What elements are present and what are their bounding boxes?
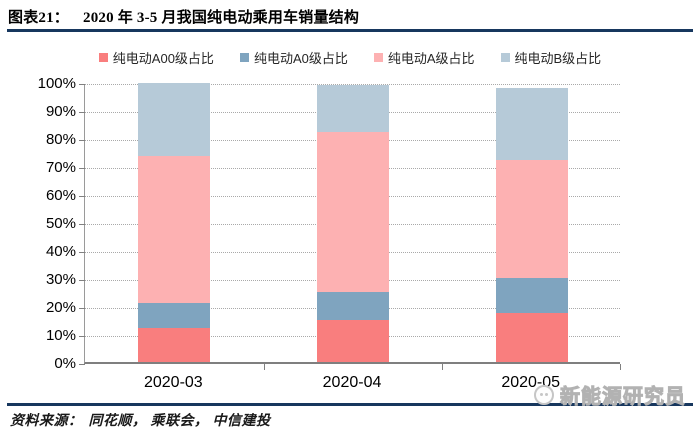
- y-axis-tick: [79, 195, 85, 197]
- chart-title-text: 2020 年 3-5 月我国纯电动乘用车销量结构: [83, 10, 360, 26]
- y-axis-label-10: 10%: [45, 327, 76, 344]
- legend-item-1: 纯电动A0级占比: [239, 48, 348, 67]
- y-axis-label-30: 30%: [45, 271, 76, 288]
- y-axis-label-20: 20%: [45, 299, 76, 316]
- y-axis-label-100: 100%: [37, 75, 76, 92]
- watermark-text: 新能源研究员: [560, 386, 686, 409]
- chart-legend: 纯电动A00级占比 纯电动A0级占比 纯电动A级占比 纯电动B级占比: [0, 48, 700, 67]
- footer-divider-rule: [7, 403, 693, 406]
- y-axis-tick: [79, 139, 85, 141]
- y-axis-label-0: 0%: [54, 355, 76, 372]
- y-axis-tick: [79, 167, 85, 169]
- chart-title: 图表21： 2020 年 3-5 月我国纯电动乘用车销量结构: [8, 6, 359, 27]
- plot-area: [79, 83, 621, 370]
- legend-label: 纯电动A级占比: [387, 51, 475, 66]
- source-label: 资料来源：: [10, 414, 83, 429]
- legend-label: 纯电动A00级占比: [112, 51, 214, 66]
- source-list: 同花顺， 乘联会， 中信建投: [88, 414, 271, 429]
- bar-segment-2020-05-纯电动A级占比: [495, 160, 568, 278]
- chart-title-label: 图表21：: [8, 10, 70, 26]
- y-axis-label-40: 40%: [45, 243, 76, 260]
- bar-segment-2020-03-纯电动A00级占比: [138, 328, 211, 362]
- legend-marker-icon: [373, 53, 383, 62]
- legend-marker-icon: [500, 53, 510, 62]
- legend-marker-icon: [239, 53, 249, 62]
- y-axis-tick: [79, 111, 85, 113]
- x-axis-label-2020-04: 2020-04: [322, 374, 382, 391]
- bar-segment-2020-04-纯电动A级占比: [317, 132, 389, 292]
- legend-label: 纯电动A0级占比: [253, 51, 348, 66]
- bar-segment-2020-04-纯电动A00级占比: [317, 320, 389, 362]
- title-divider-rule: [7, 29, 693, 32]
- bar-segment-2020-03-纯电动B级占比: [138, 83, 211, 157]
- y-axis-tick: [79, 223, 85, 225]
- watermark-logo-icon: [534, 384, 554, 405]
- source-line: 资料来源： 同花顺， 乘联会， 中信建投: [10, 410, 271, 430]
- y-axis-label-90: 90%: [45, 103, 76, 120]
- bar-segment-2020-05-纯电动A0级占比: [495, 278, 568, 313]
- y-axis-label-50: 50%: [45, 215, 76, 232]
- x-axis-labels: 2020-03 2020-04 2020-05: [84, 374, 620, 392]
- gridline-100: [85, 83, 620, 85]
- bar-segment-2020-03-纯电动A0级占比: [138, 303, 211, 329]
- y-axis-tick: [79, 335, 85, 337]
- y-axis-tick: [79, 363, 85, 365]
- bar-segment-2020-04-纯电动B级占比: [317, 84, 389, 133]
- y-axis-tick: [79, 307, 85, 309]
- x-axis-tick: [263, 364, 265, 370]
- x-axis-tick: [442, 364, 444, 370]
- legend-item-3: 纯电动B级占比: [500, 48, 602, 67]
- legend-item-2: 纯电动A级占比: [373, 48, 475, 67]
- legend-marker-icon: [98, 53, 108, 62]
- legend-item-0: 纯电动A00级占比: [98, 48, 214, 67]
- watermark: 新能源研究员: [534, 380, 686, 409]
- legend-label: 纯电动B级占比: [514, 51, 602, 66]
- y-axis-labels: 0% 10% 20% 30% 40% 50% 60% 70% 80% 90% 100%: [0, 75, 76, 372]
- y-axis-label-70: 70%: [45, 159, 76, 176]
- y-axis-label-80: 80%: [45, 131, 76, 148]
- y-axis-tick: [79, 251, 85, 253]
- y-axis-tick: [79, 83, 85, 85]
- bar-segment-2020-03-纯电动A级占比: [138, 156, 211, 304]
- y-axis-label-60: 60%: [45, 187, 76, 204]
- bar-segment-2020-05-纯电动A00级占比: [495, 313, 568, 362]
- x-axis-label-2020-03: 2020-03: [143, 374, 203, 391]
- y-axis-tick: [79, 279, 85, 281]
- bar-segment-2020-05-纯电动B级占比: [495, 87, 568, 161]
- x-axis-tick: [620, 364, 621, 370]
- bar-segment-2020-04-纯电动A0级占比: [317, 292, 389, 320]
